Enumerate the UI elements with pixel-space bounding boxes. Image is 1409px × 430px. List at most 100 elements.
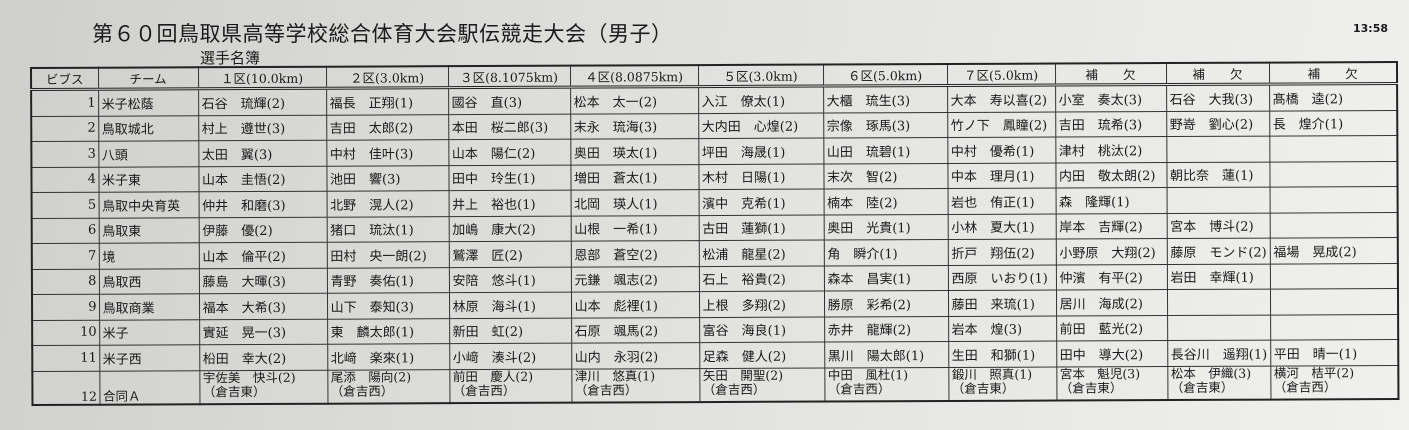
team-name: 鳥取西 bbox=[98, 268, 199, 295]
substitute-cell bbox=[1166, 187, 1270, 214]
runner-cell: 勝原 彩希(2) bbox=[823, 290, 949, 317]
substitute-cell: 石谷 大我(3) bbox=[1166, 84, 1270, 112]
runner-cell: 猪口 琉汰(1) bbox=[326, 216, 449, 243]
team-name: 鳥取城北 bbox=[98, 115, 199, 142]
team-name: 鳥取東 bbox=[98, 217, 199, 244]
runner-cell: 藤田 来琉(1) bbox=[947, 290, 1057, 316]
column-header: 補 欠 bbox=[1165, 62, 1270, 85]
column-header: ７区(5.0km) bbox=[946, 63, 1056, 86]
bib-number: 3 bbox=[31, 141, 99, 167]
team-name: 八頭 bbox=[98, 140, 199, 167]
table-row: 12 合同Ａ 宇佐美 快斗(2) （倉吉東） 尾添 陽向(2) （倉吉西） 前田 慶人(… bbox=[32, 365, 1399, 405]
runner-cell: 福本 大希(3) bbox=[198, 293, 328, 320]
bib-number: 9 bbox=[31, 294, 100, 320]
substitute-cell: 田中 導大(2) bbox=[1056, 340, 1168, 367]
runner-cell: 奥田 瑛太(1) bbox=[570, 138, 699, 165]
runner-cell: 矢田 開聖(2) （倉吉西） bbox=[699, 367, 825, 402]
print-time: 13:58 bbox=[1353, 22, 1389, 35]
substitute-cell bbox=[1166, 289, 1271, 316]
runner-cell: 仲井 和磨(3) bbox=[198, 191, 327, 218]
substitute-cell: 朝比奈 蓮(1) bbox=[1166, 161, 1270, 188]
runner-cell: 北﨑 楽來(1) bbox=[327, 343, 450, 370]
substitute-cell bbox=[1269, 161, 1398, 188]
runner-cell: 大内田 心煌(2) bbox=[698, 112, 824, 139]
substitute-cell: 藤原 モンド(2) bbox=[1166, 238, 1270, 265]
runner-cell: 井上 裕也(1) bbox=[448, 190, 571, 217]
runner-cell: 木村 日陽(1) bbox=[698, 163, 824, 190]
runner-cell: 石上 裕貴(2) bbox=[698, 265, 824, 292]
runner-cell: 入江 僚太(1) bbox=[698, 86, 824, 114]
runner-cell: 藤島 大暉(3) bbox=[198, 267, 327, 294]
runner-cell: 田中 玲生(1) bbox=[448, 164, 571, 191]
runner-cell: 小﨑 湊斗(2) bbox=[449, 343, 572, 370]
team-name: 合同Ａ bbox=[99, 370, 200, 405]
document-title: 第６０回鳥取県高等学校総合体育大会駅伝競走大会（男子） bbox=[92, 22, 673, 46]
roster-table: ビブス チーム １区(10.0km) ２区(3.0km) ３区(8.1075km) ４区(… bbox=[30, 61, 1400, 406]
runner-cell: 北岡 瑛人(1) bbox=[570, 189, 699, 216]
substitute-cell: 岩田 幸輝(1) bbox=[1166, 263, 1270, 290]
runner-cell: 村上 遵世(3) bbox=[198, 114, 327, 141]
runner-cell: 北野 滉人(2) bbox=[326, 190, 449, 217]
bib-number: 8 bbox=[31, 268, 99, 295]
runner-cell: 前田 慶人(2) （倉吉西） bbox=[449, 368, 572, 403]
runner-cell: 富谷 海良(1) bbox=[699, 316, 825, 343]
runner-cell: 本田 桜二郎(3) bbox=[448, 113, 571, 140]
runner-cell: 鍛川 照真(1) （倉吉東） bbox=[948, 366, 1057, 401]
runner-cell: 西原 いおり(1) bbox=[947, 264, 1056, 291]
runner-cell: 楠本 陸(2) bbox=[823, 188, 948, 215]
runner-cell: 津川 悠真(1) （倉吉西） bbox=[571, 368, 700, 403]
runner-cell: 赤井 龍輝(2) bbox=[824, 315, 949, 343]
substitute-cell: 野嵜 劉心(2) bbox=[1166, 110, 1270, 137]
runner-cell: 末次 智(2) bbox=[823, 162, 948, 190]
substitute-cell bbox=[1269, 135, 1398, 162]
bib-number: 5 bbox=[31, 192, 99, 218]
runner-cell: 石谷 琉輝(2) bbox=[198, 88, 327, 116]
column-header: ２区(3.0km) bbox=[326, 66, 449, 89]
substitute-cell: 小室 奏太(3) bbox=[1055, 84, 1167, 112]
column-header: 補 欠 bbox=[1268, 62, 1398, 85]
runner-cell: 石原 颯馬(2) bbox=[571, 317, 700, 344]
team-name: 米子東 bbox=[98, 166, 199, 193]
bib-number: 10 bbox=[32, 319, 100, 346]
substitute-cell: 内田 敬太朗(2) bbox=[1055, 162, 1167, 189]
runner-cell: 山下 泰知(3) bbox=[326, 292, 450, 319]
column-header: ４区(8.0875km) bbox=[569, 65, 699, 88]
runner-cell: 林原 海斗(1) bbox=[448, 292, 572, 319]
runner-cell: 青野 奏佑(1) bbox=[326, 267, 449, 294]
runner-cell: 上根 多翔(2) bbox=[698, 291, 825, 318]
substitute-cell: 横河 桔平(2) （倉吉西） bbox=[1270, 365, 1399, 400]
substitute-cell bbox=[1269, 263, 1398, 290]
runner-cell: 尾添 陽向(2) （倉吉西） bbox=[327, 369, 450, 404]
runner-cell: 森本 昌実(1) bbox=[823, 264, 948, 292]
substitute-cell: 髙橋 逵(2) bbox=[1269, 83, 1398, 111]
runner-cell: 山本 彪裡(1) bbox=[570, 291, 700, 318]
substitute-cell: 小野原 大翔(2) bbox=[1055, 238, 1167, 265]
runner-cell: 松本 太一(2) bbox=[570, 86, 699, 114]
runner-cell: 柗田 幸大(2) bbox=[199, 344, 328, 371]
runner-cell: 宇佐美 快斗(2) （倉吉東） bbox=[199, 369, 328, 404]
substitute-cell: 松本 伊織(3) （倉吉東） bbox=[1167, 365, 1271, 400]
substitute-cell: 福場 晃成(2) bbox=[1269, 237, 1398, 264]
runner-cell: 山根 一希(1) bbox=[570, 215, 699, 242]
runner-cell: 太田 翼(3) bbox=[198, 140, 327, 167]
substitute-cell: 森 隆輝(1) bbox=[1055, 187, 1167, 214]
bib-number: 1 bbox=[31, 89, 99, 116]
runner-cell: 加嶋 康大(2) bbox=[448, 215, 571, 242]
substitute-cell: 宮本 魁児(3) （倉吉東） bbox=[1056, 366, 1168, 401]
runner-cell: 中田 風杜(1) （倉吉西） bbox=[824, 366, 949, 402]
bib-number: 7 bbox=[31, 243, 99, 269]
runner-cell: 安陪 悠斗(1) bbox=[448, 266, 571, 293]
bib-number: 12 bbox=[32, 370, 100, 405]
runner-cell: 岩也 侑正(1) bbox=[947, 188, 1056, 214]
column-header: 補 欠 bbox=[1054, 63, 1167, 86]
runner-cell: 實延 晃一(3) bbox=[199, 318, 328, 345]
team-name: 米子松蔭 bbox=[98, 88, 199, 116]
substitute-cell bbox=[1270, 314, 1399, 341]
runner-cell: 中村 佳叶(3) bbox=[326, 139, 449, 166]
runner-cell: 伊藤 優(2) bbox=[198, 216, 327, 243]
document-subtitle: 選手名簿 bbox=[200, 49, 261, 67]
column-header: １区(10.0km) bbox=[198, 66, 327, 89]
bib-number: 2 bbox=[31, 115, 99, 142]
runner-cell: 福長 正翔(1) bbox=[326, 87, 449, 115]
substitute-cell bbox=[1167, 314, 1271, 341]
